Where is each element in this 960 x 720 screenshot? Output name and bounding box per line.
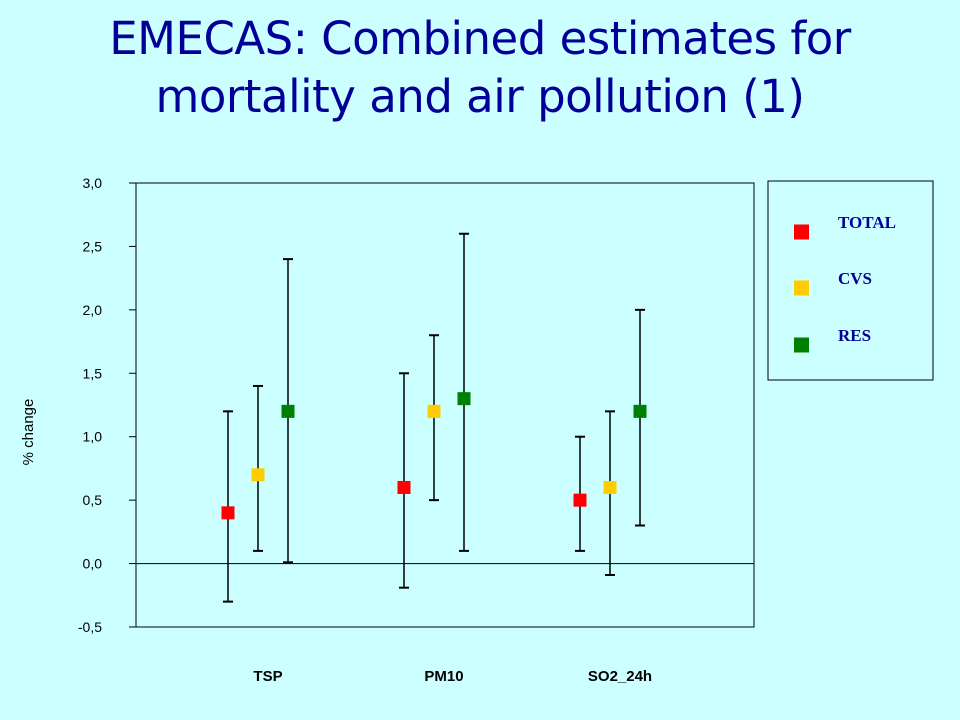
y-tick-label: 2,5 [83,238,103,254]
point-marker [633,404,647,418]
error-bar-cvs-pm10 [427,334,441,502]
legend-swatch [794,337,809,353]
error-bar-cvs-so2_24h [603,410,617,576]
legend-box [767,180,934,381]
legend-label: RES [838,326,871,345]
y-tick-label: 1,5 [83,365,103,381]
point-marker [251,468,265,482]
point-marker [281,404,295,418]
y-axis-title: % change [20,399,37,466]
legend-swatch [794,280,809,296]
y-tick-label: 2,0 [83,302,103,318]
point-marker [221,506,235,520]
error-bar-res-so2_24h [633,308,647,527]
point-marker [397,480,411,494]
error-bar-total-pm10 [397,372,411,589]
error-bar-cvs-tsp [251,384,265,552]
error-bar-total-tsp [221,410,235,603]
title-line-2: mortality and air pollution (1) [155,70,805,123]
point-marker [573,493,587,507]
x-category-label: TSP [253,668,282,685]
y-tick-label: -0,5 [78,619,102,635]
error-bar-res-tsp [281,258,295,564]
legend-label: TOTAL [838,213,896,232]
error-bar-res-pm10 [457,232,471,552]
slide-title: EMECAS: Combined estimates for mortality… [0,10,960,126]
point-marker [457,392,471,406]
legend-swatch [794,224,809,240]
plot-area [135,182,755,628]
legend-label: CVS [838,269,872,288]
point-marker [427,404,441,418]
x-category-label: SO2_24h [588,668,652,685]
y-tick-label: 1,0 [83,429,103,445]
error-bar-total-so2_24h [573,435,587,552]
x-category-label: PM10 [424,668,463,685]
y-tick-label: 0,0 [83,556,103,572]
y-tick-label: 0,5 [83,492,103,508]
y-tick-label: 3,0 [83,175,103,191]
point-marker [603,480,617,494]
title-line-1: EMECAS: Combined estimates for [109,12,851,65]
